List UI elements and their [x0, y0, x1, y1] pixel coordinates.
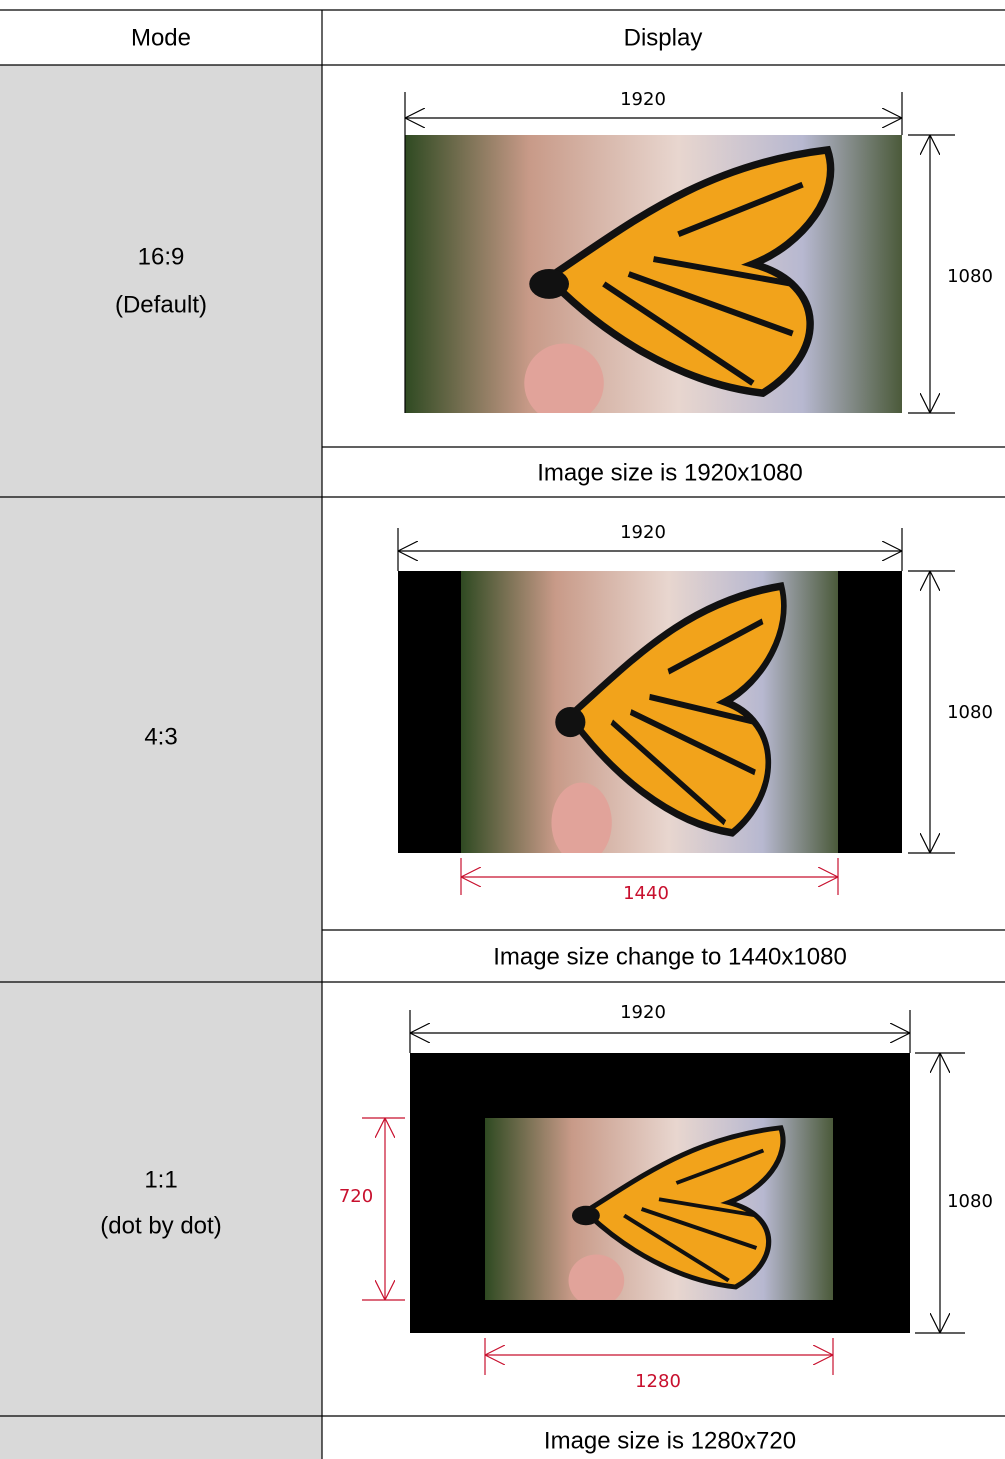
- height-label: 1080: [947, 266, 993, 287]
- height-label: 1080: [947, 1191, 993, 1212]
- mode-text: (Default): [115, 291, 207, 318]
- mode-text: 1:1: [144, 1166, 177, 1193]
- caption: Image size is 1280x720: [544, 1427, 796, 1454]
- width-label: 1920: [620, 89, 666, 110]
- inner-height-label: 720: [339, 1186, 373, 1207]
- photo: [461, 571, 838, 863]
- photo: [405, 135, 902, 423]
- header-cell: Display: [624, 24, 703, 51]
- caption: Image size is 1920x1080: [537, 459, 803, 486]
- height-label: 1080: [947, 702, 993, 723]
- mode-text: 16:9: [138, 243, 185, 270]
- mode-text: (dot by dot): [100, 1212, 221, 1239]
- header-cell: Mode: [131, 24, 191, 51]
- inner-width-label: 1280: [635, 1371, 681, 1392]
- photo: [485, 1118, 833, 1307]
- mode-text: 4:3: [144, 723, 177, 750]
- width-label: 1920: [620, 1002, 666, 1023]
- caption: Image size change to 1440x1080: [493, 943, 847, 970]
- mode-column: [0, 65, 322, 1459]
- width-label: 1920: [620, 522, 666, 543]
- inner-width-label: 1440: [623, 883, 669, 904]
